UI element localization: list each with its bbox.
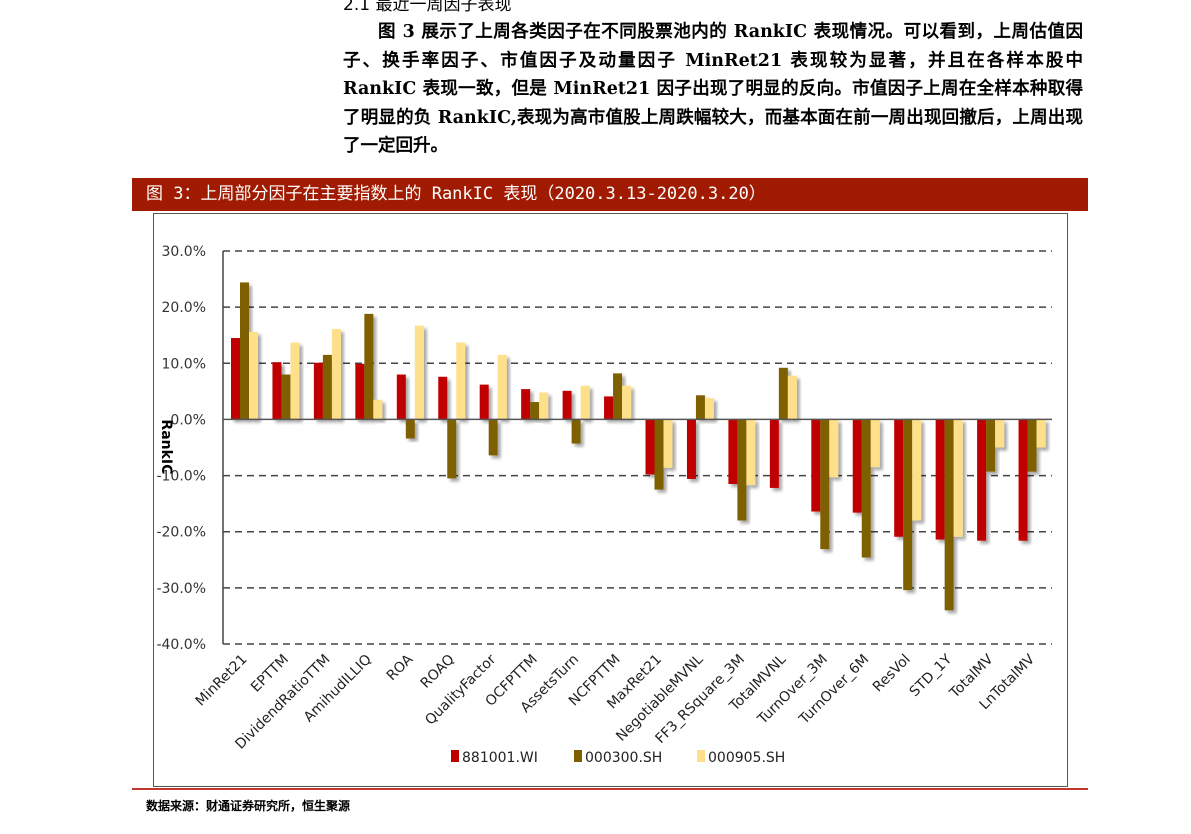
x-tick-label: MinRet21 bbox=[193, 652, 251, 710]
y-tick-label: 20.0% bbox=[162, 300, 206, 316]
bar-000905-sh bbox=[539, 392, 549, 420]
bar-881001-wi bbox=[1018, 419, 1028, 541]
bar-000300-sh bbox=[530, 402, 540, 420]
bar-000300-sh bbox=[944, 419, 954, 611]
bar-881001-wi bbox=[811, 419, 821, 512]
bar-000300-sh bbox=[820, 419, 830, 550]
bar-881001-wi bbox=[769, 419, 779, 488]
bar-000905-sh bbox=[995, 419, 1005, 448]
y-tick-label: -30.0% bbox=[156, 581, 206, 597]
bar-881001-wi bbox=[977, 419, 987, 541]
section-heading: 2.1 最近一周因子表现 bbox=[343, 0, 512, 15]
bar-000905-sh bbox=[829, 419, 839, 478]
bar-000300-sh bbox=[737, 419, 747, 521]
bar-000905-sh bbox=[1036, 419, 1046, 448]
bar-881001-wi bbox=[894, 419, 904, 537]
legend-label: 000300.SH bbox=[585, 750, 662, 766]
legend-label: 881001.WI bbox=[462, 750, 538, 766]
bar-881001-wi bbox=[272, 362, 282, 420]
bar-881001-wi bbox=[686, 419, 696, 479]
bar-881001-wi bbox=[355, 363, 365, 420]
bar-881001-wi bbox=[479, 384, 489, 420]
bar-000905-sh bbox=[622, 385, 632, 420]
paragraph-text: 图 3 展示了上周各类因子在不同股票池内的 RankIC 表现情况。可以看到，上… bbox=[343, 22, 1083, 156]
bar-881001-wi bbox=[728, 419, 738, 484]
bar-000905-sh bbox=[456, 342, 466, 420]
bar-881001-wi bbox=[438, 376, 448, 420]
y-tick-label: 0.0% bbox=[170, 412, 206, 428]
bar-881001-wi bbox=[645, 419, 655, 475]
bar-000300-sh bbox=[861, 419, 871, 558]
bar-000905-sh bbox=[290, 342, 300, 420]
bar-000300-sh bbox=[488, 419, 498, 456]
y-tick-label: 30.0% bbox=[162, 244, 206, 260]
bar-000905-sh bbox=[497, 354, 507, 420]
bar-000905-sh bbox=[912, 419, 922, 521]
bar-881001-wi bbox=[604, 396, 614, 420]
bar-000300-sh bbox=[903, 419, 913, 591]
legend-swatch bbox=[697, 750, 705, 762]
bar-000905-sh bbox=[373, 399, 383, 420]
bar-000905-sh bbox=[953, 419, 963, 537]
bar-881001-wi bbox=[852, 419, 862, 513]
x-tick-label: ROA bbox=[384, 651, 417, 684]
bar-000905-sh bbox=[746, 419, 756, 486]
bar-000300-sh bbox=[613, 373, 623, 420]
bar-000905-sh bbox=[331, 329, 341, 420]
figure-title: 图 3：上周部分因子在主要指数上的 RankIC 表现（2020.3.13-20… bbox=[132, 178, 1088, 211]
bar-000300-sh bbox=[240, 282, 249, 420]
bar-881001-wi bbox=[231, 338, 240, 420]
bar-881001-wi bbox=[313, 362, 323, 420]
bar-000300-sh bbox=[405, 419, 415, 439]
y-tick-label: 10.0% bbox=[162, 356, 206, 372]
bar-881001-wi bbox=[396, 374, 406, 420]
bar-000905-sh bbox=[787, 375, 797, 420]
bar-881001-wi bbox=[935, 419, 945, 540]
bar-000300-sh bbox=[364, 313, 374, 420]
bar-000300-sh bbox=[778, 367, 788, 420]
bar-000905-sh bbox=[249, 331, 258, 420]
bar-000905-sh bbox=[580, 385, 590, 420]
divider bbox=[132, 788, 1088, 790]
bar-000300-sh bbox=[322, 354, 332, 420]
y-tick-label: -40.0% bbox=[156, 637, 206, 653]
bar-000300-sh bbox=[654, 419, 664, 490]
legend-label: 000905.SH bbox=[708, 750, 785, 766]
x-tick-label: ROAQ bbox=[418, 652, 458, 692]
legend-swatch bbox=[574, 750, 582, 762]
chart-frame bbox=[153, 213, 1068, 787]
bar-000300-sh bbox=[447, 419, 457, 479]
bar-000905-sh bbox=[704, 398, 714, 420]
bar-881001-wi bbox=[521, 389, 531, 420]
y-axis-label: RankIC bbox=[158, 419, 174, 474]
y-tick-label: -20.0% bbox=[156, 525, 206, 541]
bar-881001-wi bbox=[562, 390, 572, 420]
legend-swatch bbox=[451, 750, 459, 762]
bar-000300-sh bbox=[986, 419, 996, 472]
bar-000300-sh bbox=[571, 419, 581, 444]
bar-000300-sh bbox=[281, 374, 291, 420]
body-paragraph: 图 3 展示了上周各类因子在不同股票池内的 RankIC 表现情况。可以看到，上… bbox=[343, 18, 1083, 161]
bar-000905-sh bbox=[870, 419, 880, 468]
y-tick-label: -10.0% bbox=[156, 469, 206, 485]
x-tick-label: STD_1Y bbox=[907, 651, 956, 700]
bar-000300-sh bbox=[695, 395, 705, 420]
bar-000905-sh bbox=[414, 325, 424, 420]
bar-000905-sh bbox=[663, 419, 673, 468]
bar-000300-sh bbox=[1027, 419, 1037, 472]
source-note: 数据来源：财通证券研究所，恒生聚源 bbox=[146, 799, 351, 813]
